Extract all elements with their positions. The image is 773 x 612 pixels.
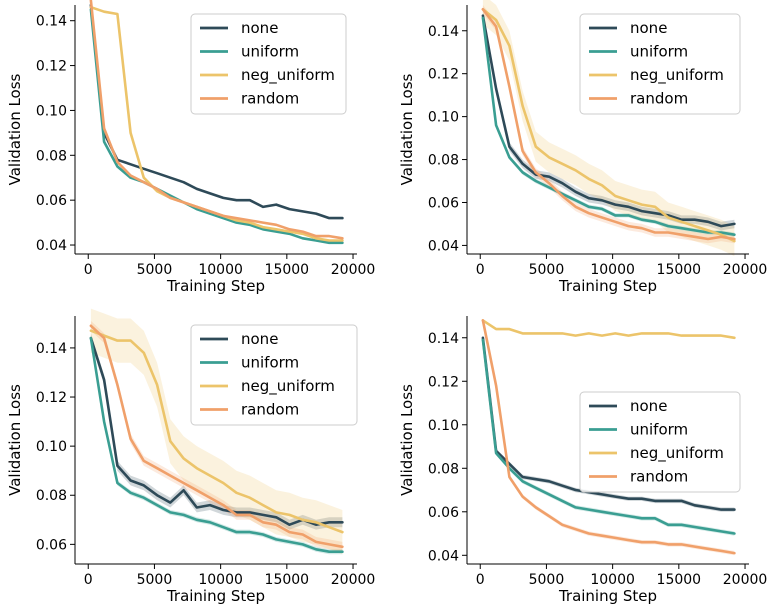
x-tick-label: 20000	[723, 262, 768, 278]
y-tick-label: 0.12	[428, 374, 459, 390]
x-tick-label: 20000	[331, 262, 376, 278]
y-tick-label: 0.10	[36, 103, 67, 119]
y-tick-label: 0.12	[36, 390, 67, 406]
legend-label-none: none	[630, 19, 667, 37]
y-tick-label: 0.14	[428, 24, 459, 40]
y-tick-label: 0.08	[428, 153, 459, 169]
series-line-uniform	[89, 336, 344, 554]
y-tick-label: 0.06	[428, 505, 459, 521]
y-tick-label: 0.14	[36, 341, 67, 357]
y-tick-label: 0.10	[36, 439, 67, 455]
x-tick-label: 5000	[137, 262, 173, 278]
band-neg_uniform	[90, 308, 343, 555]
legend-label-random: random	[241, 401, 299, 419]
y-axis-label: Validation Loss	[6, 73, 24, 185]
x-tick-label: 15000	[657, 572, 702, 588]
x-tick-label: 0	[84, 262, 93, 278]
series-line-random	[481, 8, 736, 241]
y-axis-label: Validation Loss	[6, 384, 24, 496]
y-tick-label: 0.10	[428, 418, 459, 434]
legend-label-neg_uniform: neg_uniform	[241, 66, 335, 85]
legend-box	[579, 13, 741, 115]
legend-label-uniform: uniform	[241, 43, 299, 61]
x-tick-label: 20000	[723, 572, 768, 588]
x-tick-label: 15000	[265, 262, 310, 278]
legend-label-random: random	[630, 90, 688, 108]
legend-label-neg_uniform: neg_uniform	[630, 66, 724, 85]
y-axis-label: Validation Loss	[398, 384, 416, 496]
x-tick-label: 15000	[265, 572, 310, 588]
y-tick-label: 0.12	[36, 59, 67, 75]
y-axis-label: Validation Loss	[398, 73, 416, 185]
series-line-uniform	[481, 16, 736, 236]
series-line-neg_uniform	[481, 319, 736, 340]
x-tick-label: 5000	[529, 572, 565, 588]
x-tick-label: 0	[476, 262, 485, 278]
chart-panel-1: 0 5000 10000 15000 20000 0.04 0.06 0.08 0.10 0.12…	[6, 0, 375, 295]
x-axis-label: Training Step	[558, 587, 657, 605]
legend-label-neg_uniform: neg_uniform	[630, 444, 724, 463]
x-axis-label: Training Step	[166, 587, 265, 605]
band-random	[482, 5, 735, 244]
series-line-random	[89, 324, 344, 549]
y-tick-label: 0.06	[428, 195, 459, 211]
y-tick-label: 0.08	[428, 461, 459, 477]
legend-label-none: none	[630, 397, 667, 415]
band-random	[90, 320, 343, 552]
y-tick-label: 0.04	[36, 238, 67, 254]
chart-panel-3: 0 5000 10000 15000 20000 0.06 0.08 0.10 0.12 0.14…	[6, 308, 376, 605]
legend-label-random: random	[241, 90, 299, 108]
x-tick-label: 10000	[590, 262, 635, 278]
series-line-random	[89, 0, 344, 240]
x-tick-label: 10000	[590, 572, 635, 588]
legend-label-neg_uniform: neg_uniform	[241, 377, 335, 396]
x-tick-label: 15000	[657, 262, 702, 278]
series-line-uniform	[481, 338, 736, 535]
legend-label-uniform: uniform	[241, 354, 299, 372]
x-tick-label: 10000	[198, 572, 243, 588]
x-tick-label: 20000	[331, 572, 376, 588]
y-tick-label: 0.08	[36, 148, 67, 164]
legend-label-random: random	[630, 468, 688, 486]
legend-box	[190, 324, 358, 426]
x-tick-label: 10000	[198, 262, 243, 278]
legend-box	[190, 13, 347, 115]
chart-panel-4: 0 5000 10000 15000 20000 0.04 0.06 0.08 0.10 0.12…	[398, 316, 767, 605]
x-tick-label: 0	[84, 572, 93, 588]
legend-box	[579, 391, 741, 493]
legend-label-none: none	[241, 19, 278, 37]
series-line-none	[481, 336, 736, 511]
x-axis-label: Training Step	[166, 277, 265, 295]
legend-label-none: none	[241, 330, 278, 348]
y-tick-label: 0.04	[428, 548, 459, 564]
series-line-random	[481, 319, 736, 555]
x-tick-label: 0	[476, 572, 485, 588]
series-line-neg_uniform	[481, 8, 736, 243]
series-line-none	[481, 14, 736, 228]
y-tick-label: 0.06	[36, 193, 67, 209]
series-line-uniform	[89, 8, 344, 245]
y-tick-label: 0.14	[36, 14, 67, 30]
x-tick-label: 5000	[529, 262, 565, 278]
y-tick-label: 0.10	[428, 110, 459, 126]
chart-panel-2: 0 5000 10000 15000 20000 0.04 0.06 0.08 0.10 0.12…	[398, 0, 767, 295]
y-tick-label: 0.12	[428, 67, 459, 83]
x-axis-label: Training Step	[558, 277, 657, 295]
series-line-none	[89, 3, 344, 220]
x-tick-label: 5000	[137, 572, 173, 588]
series-line-neg_uniform	[89, 329, 344, 534]
legend-label-uniform: uniform	[630, 421, 688, 439]
legend-label-uniform: uniform	[630, 43, 688, 61]
y-tick-label: 0.04	[428, 238, 459, 254]
y-tick-label: 0.14	[428, 331, 459, 347]
y-tick-label: 0.08	[36, 488, 67, 504]
series-line-none	[89, 336, 344, 527]
y-tick-label: 0.06	[36, 537, 67, 553]
